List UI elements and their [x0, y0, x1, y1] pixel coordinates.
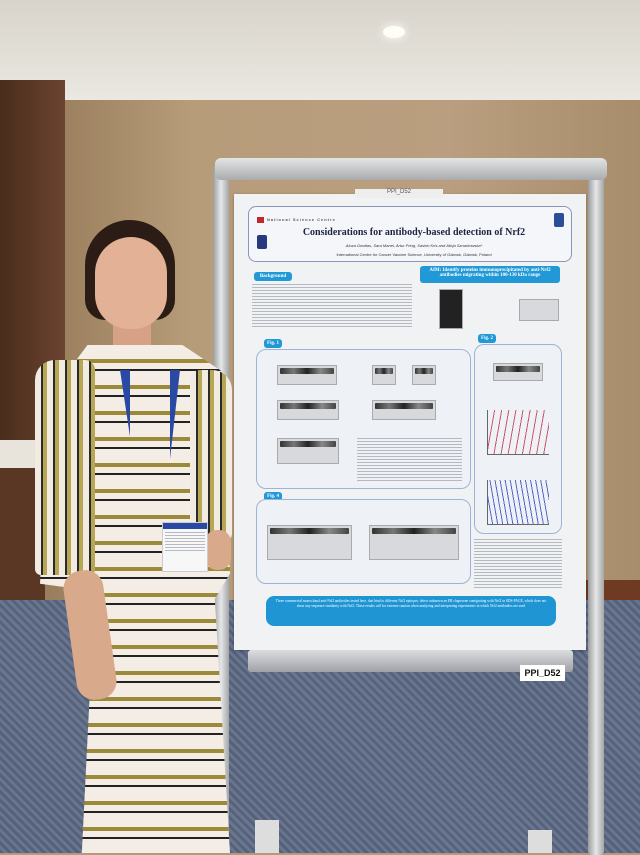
stand-foot — [255, 820, 279, 853]
poster: National Science Centre Considerations f… — [234, 194, 586, 650]
stand-rail — [248, 650, 573, 672]
fig3-caption — [474, 539, 562, 589]
line-plot — [487, 410, 549, 455]
western-blot — [267, 525, 352, 560]
stand-frame-top — [215, 158, 607, 180]
fig1-caption — [357, 438, 462, 483]
aim-box: AIM: Identify proteins immunoprecipitate… — [420, 266, 560, 283]
fig4-label: Fig. 4 — [264, 492, 282, 501]
face — [95, 237, 167, 329]
fig1-label: Fig. 1 — [264, 339, 282, 348]
background-heading: Background — [254, 272, 292, 281]
western-blot — [277, 438, 339, 464]
top-tag: PPI_D52 — [355, 189, 443, 198]
hand — [205, 530, 231, 570]
stand-foot — [528, 830, 552, 853]
ceiling — [0, 0, 640, 105]
poster-affiliation: International Centre for Cancer Vaccine … — [336, 252, 492, 257]
institute-logo — [554, 213, 564, 227]
ceiling-light — [383, 26, 405, 38]
poster-title: Considerations for antibody-based detect… — [302, 227, 526, 238]
western-blot — [277, 400, 339, 420]
fig2-label: Fig. 2 — [478, 334, 496, 343]
name-badge — [162, 522, 208, 572]
fig2-panel — [474, 344, 562, 534]
university-logo — [257, 235, 267, 249]
western-blot — [493, 363, 543, 381]
stand-pole-right — [588, 165, 604, 855]
fig4-panel — [256, 499, 471, 584]
conclusion-box: Three commercial monoclonal anti-Nrf2 an… — [266, 596, 556, 626]
poster-authors: Aloza Gowiłas, Sara Manei, Artur Pring, … — [345, 243, 483, 248]
western-blot — [277, 365, 337, 385]
counter — [0, 440, 40, 470]
board-number-label: PPI_D52 — [520, 665, 565, 681]
sleeve-right — [190, 370, 232, 540]
western-blot — [412, 365, 436, 385]
gel-image — [439, 289, 463, 329]
org-logo: National Science Centre — [257, 217, 336, 223]
fig1-panel — [256, 349, 471, 489]
background-text — [252, 284, 412, 329]
western-blot — [369, 525, 459, 560]
equipment-image — [519, 299, 559, 321]
western-blot — [372, 400, 436, 420]
poster-header: National Science Centre Considerations f… — [248, 206, 572, 262]
line-plot — [487, 480, 549, 525]
western-blot — [372, 365, 396, 385]
sleeve-left — [35, 360, 95, 575]
